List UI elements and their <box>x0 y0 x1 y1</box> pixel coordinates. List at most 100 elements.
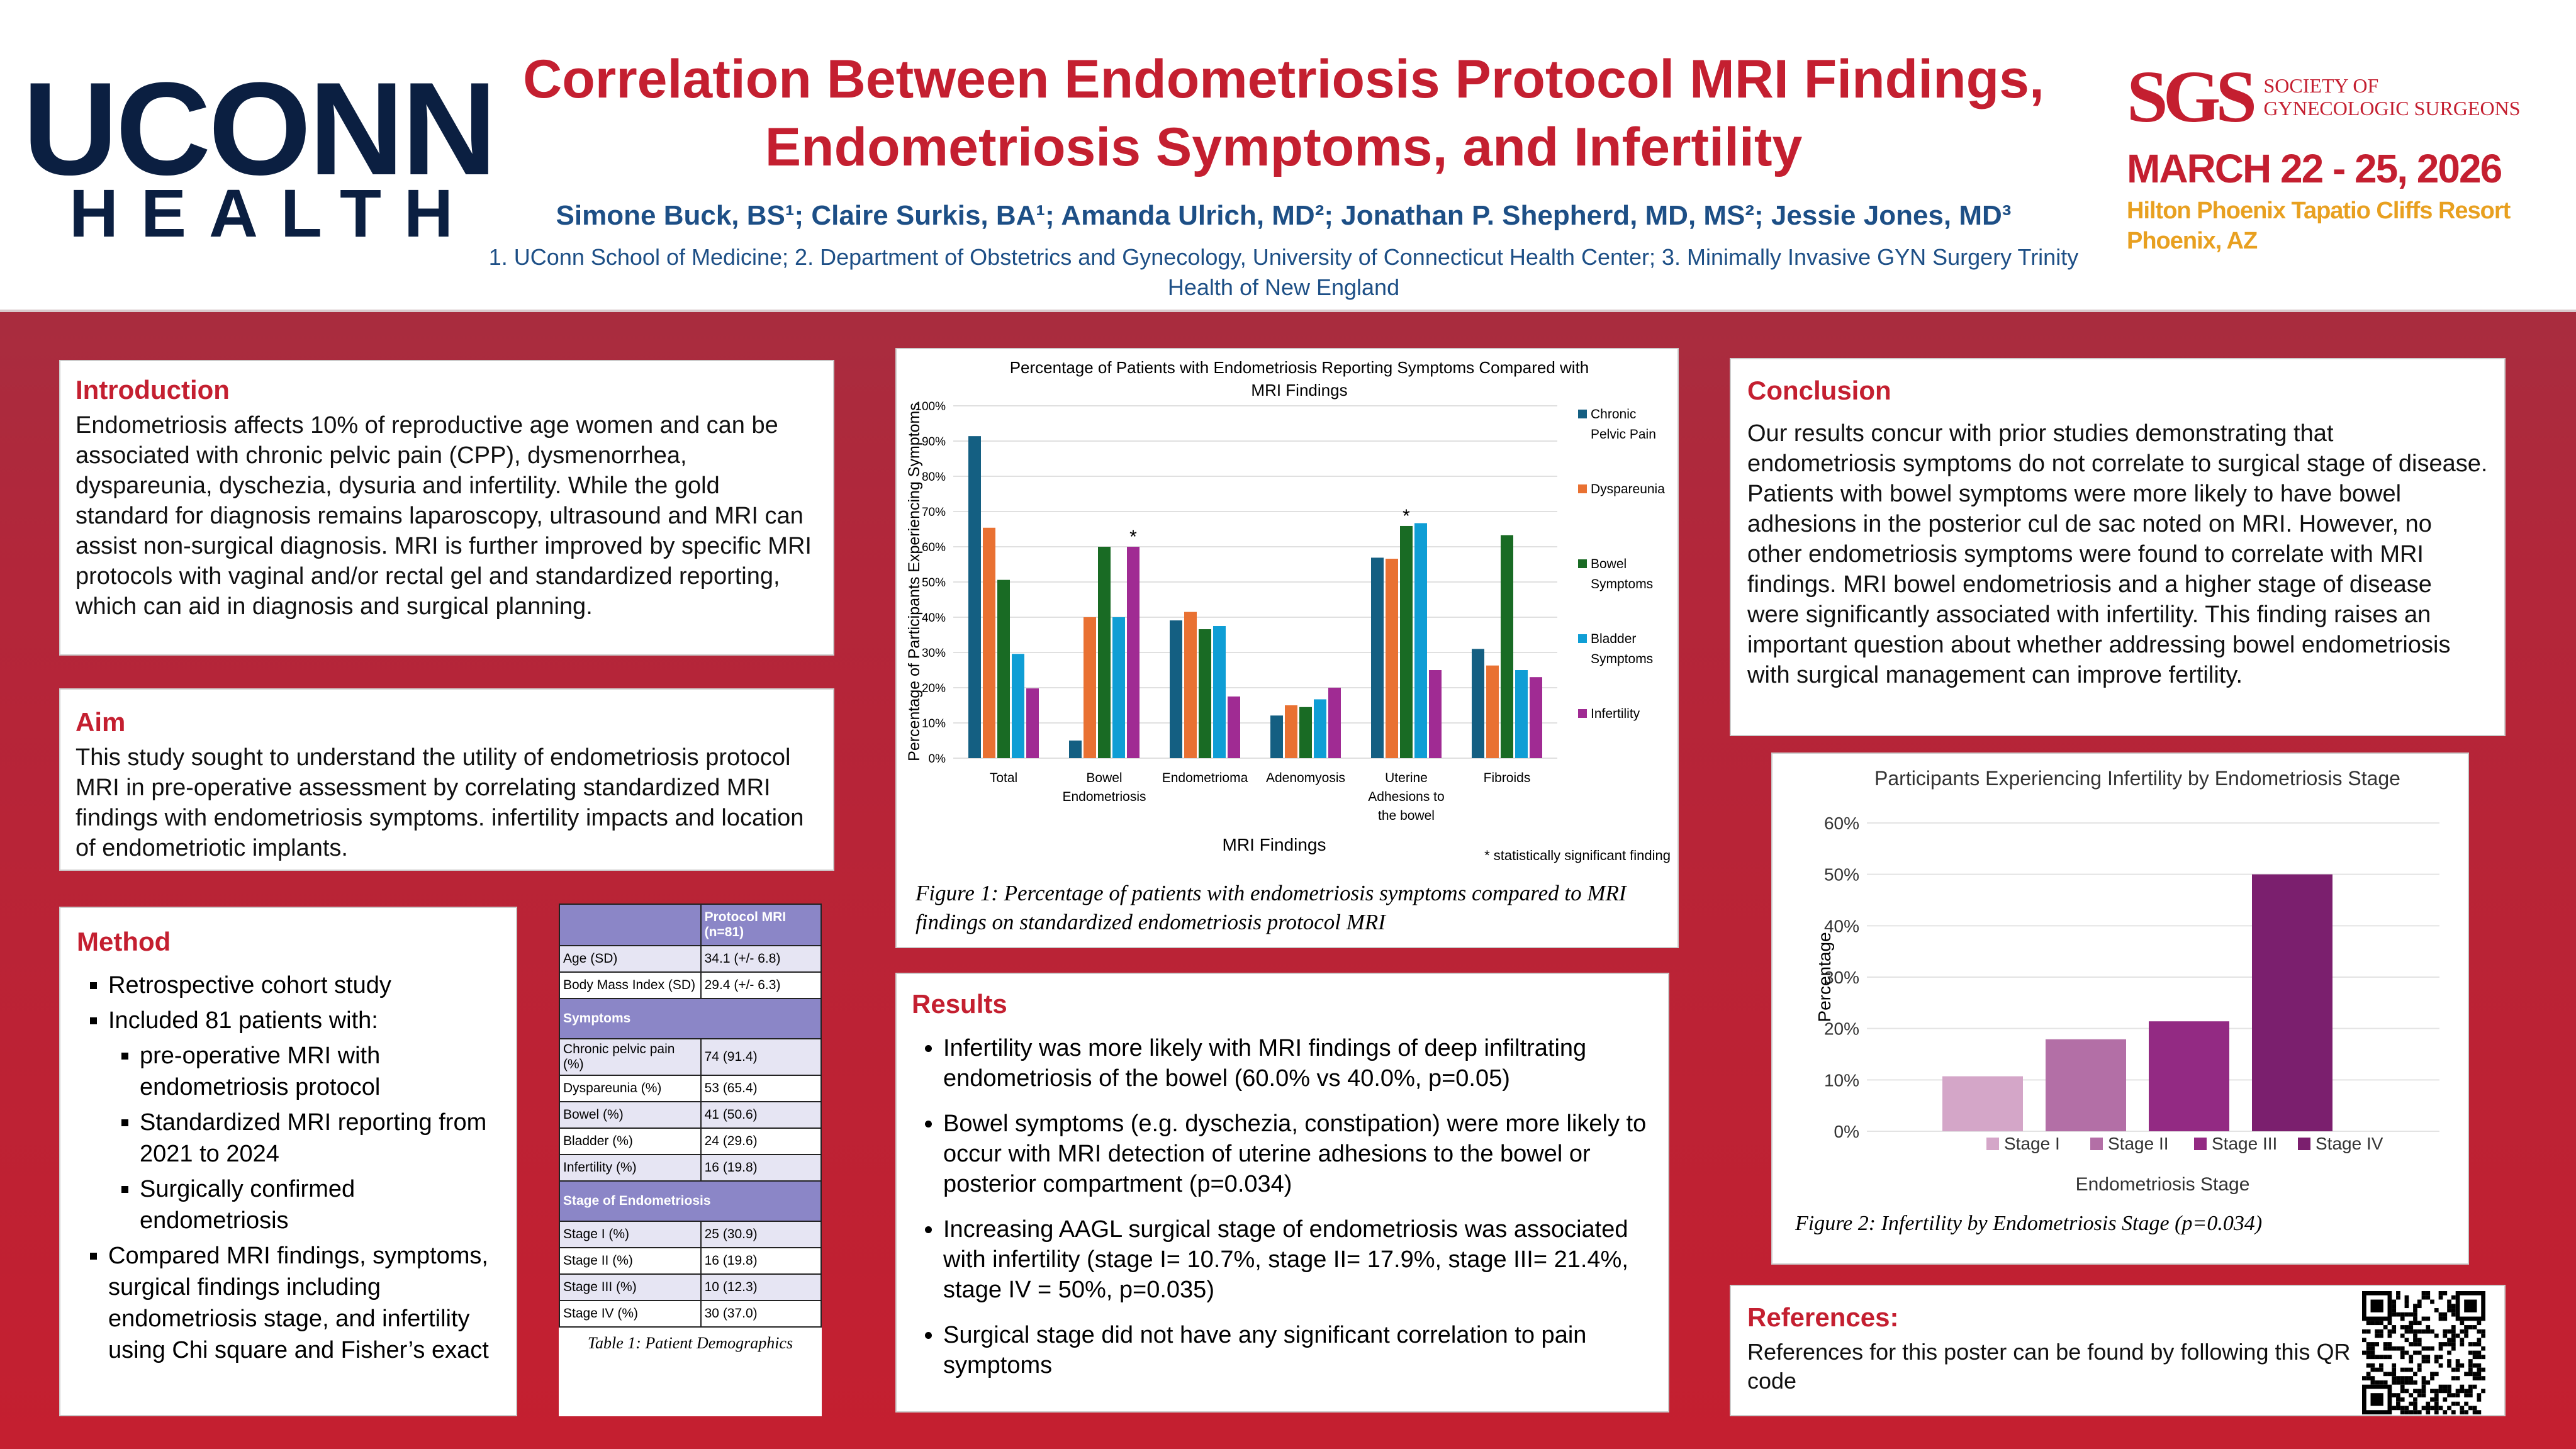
y-tick-label: 30% <box>922 647 946 660</box>
qr-module <box>2417 1321 2422 1326</box>
qr-module <box>2481 1367 2485 1372</box>
bar <box>1400 525 1413 758</box>
table-cell: 10 (12.3) <box>700 1273 822 1301</box>
qr-module <box>2468 1325 2473 1329</box>
qr-module <box>2400 1406 2405 1411</box>
qr-module <box>2464 1329 2468 1334</box>
qr-module <box>2387 1329 2392 1334</box>
y-tick-label: 0% <box>1834 1122 1859 1141</box>
table-cell: Bowel (%) <box>559 1101 702 1129</box>
sgs-name: SOCIETY OF GYNECOLOGIC SURGEONS <box>2264 74 2521 120</box>
introduction-section: Introduction Endometriosis affects 10% o… <box>59 360 834 656</box>
y-tick-label: 0% <box>929 752 946 766</box>
qr-module <box>2447 1299 2451 1304</box>
legend-label: Stage II <box>2108 1134 2169 1153</box>
qr-module <box>2409 1367 2414 1372</box>
qr-module <box>2400 1346 2405 1351</box>
bar <box>1127 547 1140 758</box>
table-cell: Stage I (%) <box>559 1221 702 1248</box>
qr-module <box>2421 1393 2426 1397</box>
qr-module <box>2481 1355 2485 1360</box>
qr-module <box>2455 1376 2460 1380</box>
qr-module <box>2396 1380 2400 1385</box>
qr-module <box>2409 1342 2414 1346</box>
legend-swatch <box>2194 1138 2207 1150</box>
qr-module <box>2417 1363 2422 1368</box>
qr-module <box>2366 1363 2371 1368</box>
y-tick-label: 60% <box>1824 814 1859 833</box>
qr-module <box>2472 1410 2477 1414</box>
qr-module <box>2421 1359 2426 1363</box>
qr-module <box>2451 1325 2456 1329</box>
qr-module <box>2400 1410 2405 1414</box>
chart-title: Participants Experiencing Infertility by… <box>1874 767 2400 790</box>
legend-swatch <box>2090 1138 2103 1150</box>
qr-module <box>2366 1372 2371 1377</box>
qr-module <box>2400 1384 2405 1389</box>
qr-module <box>2370 1380 2375 1385</box>
qr-module <box>2477 1329 2482 1334</box>
y-tick-label: 80% <box>922 471 946 484</box>
section-heading: Results <box>912 989 1007 1019</box>
qr-module <box>2481 1389 2485 1394</box>
qr-module <box>2409 1410 2414 1414</box>
y-tick-label: 100% <box>915 400 946 413</box>
figure-caption: Figure 2: Infertility by Endometriosis S… <box>1795 1212 2263 1235</box>
qr-module <box>2396 1295 2400 1300</box>
qr-finder <box>2455 1291 2485 1321</box>
qr-module <box>2451 1367 2456 1372</box>
demographics-table: Protocol MRI (n=81) Age (SD) 34.1 (+/- 6.… <box>559 904 822 1328</box>
legend-label: Dyspareunia <box>1591 482 1665 496</box>
qr-module <box>2404 1338 2409 1343</box>
qr-module <box>2413 1308 2417 1312</box>
qr-module <box>2370 1376 2375 1380</box>
qr-module <box>2409 1321 2414 1326</box>
qr-module <box>2438 1312 2443 1317</box>
qr-module <box>2451 1329 2456 1334</box>
qr-module <box>2413 1316 2417 1321</box>
qr-module <box>2413 1338 2417 1343</box>
table-row: Dyspareunia (%) 53 (65.4) <box>559 1075 822 1102</box>
bar <box>1199 629 1211 758</box>
section-heading: Introduction <box>76 375 230 405</box>
table-cell: Stage II (%) <box>559 1247 702 1275</box>
qr-module <box>2387 1372 2392 1377</box>
qr-module <box>2404 1406 2409 1411</box>
qr-module <box>2460 1384 2465 1389</box>
qr-module <box>2366 1350 2371 1355</box>
y-tick-label: 60% <box>922 541 946 554</box>
qr-module <box>2460 1329 2465 1334</box>
table-cell: 34.1 (+/- 6.8) <box>700 945 822 973</box>
qr-module <box>2426 1410 2431 1414</box>
qr-module <box>2434 1389 2439 1394</box>
bar <box>1530 677 1542 758</box>
poster-header: UCONN HEALTH Correlation Between Endomet… <box>0 0 2576 312</box>
qr-module <box>2409 1393 2414 1397</box>
qr-module <box>2477 1376 2482 1380</box>
qr-module <box>2413 1406 2417 1411</box>
qr-module <box>2451 1295 2456 1300</box>
qr-module <box>2468 1342 2473 1346</box>
legend-label: Bowel <box>1591 557 1627 571</box>
qr-module <box>2460 1363 2465 1368</box>
qr-module <box>2430 1299 2434 1304</box>
qr-finder <box>2370 1299 2383 1312</box>
y-tick-label: 70% <box>922 506 946 519</box>
qr-module <box>2464 1401 2468 1406</box>
qr-module <box>2438 1363 2443 1368</box>
qr-code-icon[interactable] <box>2362 1291 2485 1414</box>
bar <box>1098 547 1111 758</box>
qr-module <box>2468 1363 2473 1368</box>
qr-module <box>2430 1329 2434 1334</box>
bar <box>1228 697 1240 758</box>
qr-module <box>2366 1376 2371 1380</box>
qr-module <box>2366 1321 2371 1326</box>
table-cell: 30 (37.0) <box>700 1300 822 1328</box>
qr-module <box>2366 1342 2371 1346</box>
qr-module <box>2392 1406 2397 1411</box>
demographics-table-panel: Protocol MRI (n=81) Age (SD) 34.1 (+/- 6.… <box>559 904 822 1416</box>
legend-swatch <box>1578 410 1587 418</box>
qr-module <box>2447 1350 2451 1355</box>
qr-module <box>2404 1350 2409 1355</box>
qr-module <box>2447 1329 2451 1334</box>
